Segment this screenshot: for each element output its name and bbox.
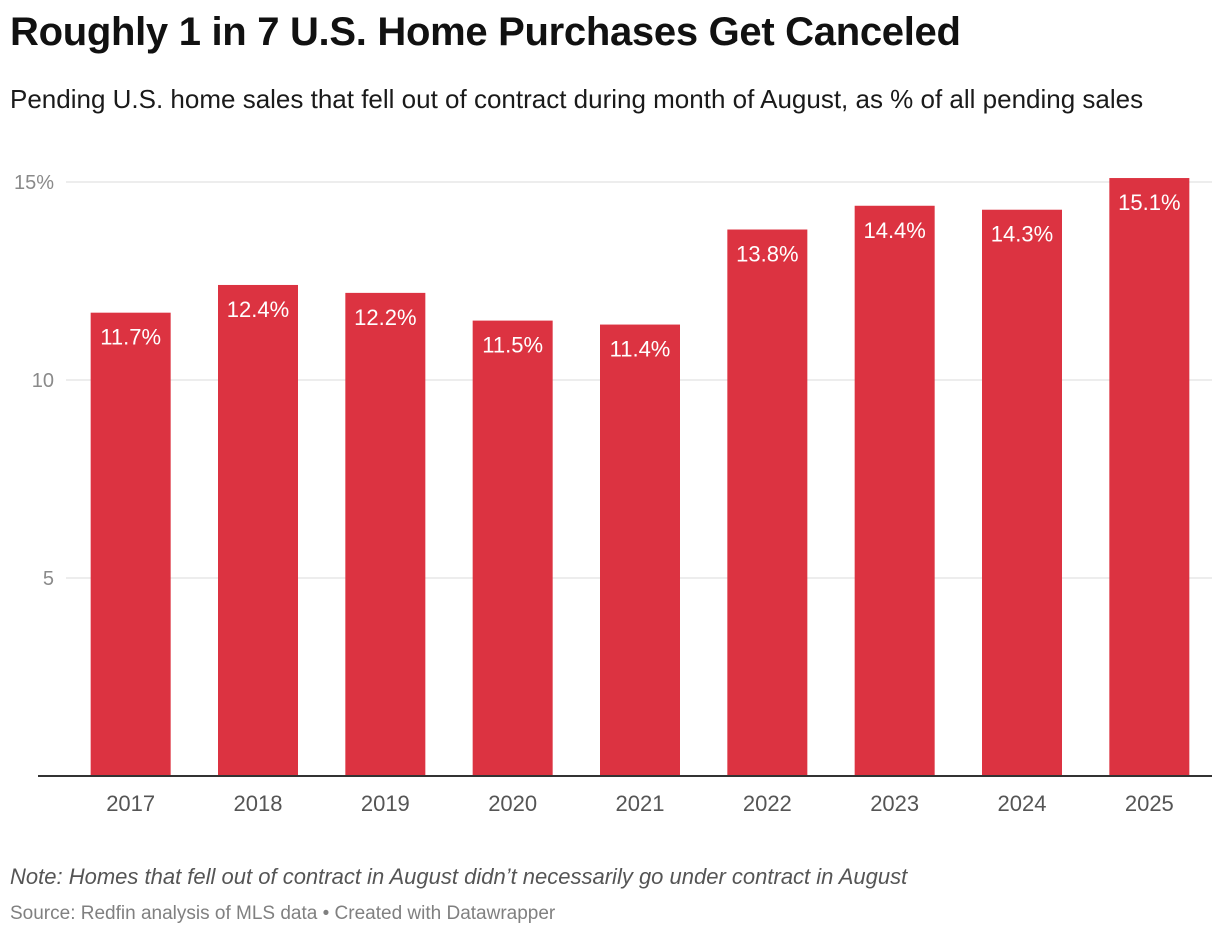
- x-tick-label: 2023: [870, 791, 919, 816]
- data-label: 14.4%: [863, 218, 925, 243]
- x-tick-label: 2019: [361, 791, 410, 816]
- bar: [345, 292, 426, 776]
- bar: [218, 284, 298, 776]
- y-tick-label: 10: [32, 370, 54, 392]
- data-label: 12.4%: [227, 297, 289, 322]
- bar: [727, 229, 808, 776]
- data-label: 11.7%: [100, 325, 161, 350]
- y-tick-label: 5: [43, 568, 54, 590]
- data-label: 13.8%: [736, 242, 798, 267]
- x-tick-label: 2022: [743, 791, 792, 816]
- bar: [1109, 178, 1190, 776]
- data-label: 11.5%: [482, 333, 543, 358]
- data-label: 11.4%: [610, 337, 671, 362]
- bar: [472, 320, 553, 776]
- x-tick-label: 2017: [106, 791, 155, 816]
- bar: [982, 209, 1062, 777]
- chart-subtitle: Pending U.S. home sales that fell out of…: [10, 84, 1144, 114]
- chart-note: Note: Homes that fell out of contract in…: [10, 864, 908, 889]
- chart-title: Roughly 1 in 7 U.S. Home Purchases Get C…: [10, 10, 961, 54]
- x-tick-label: 2025: [1125, 791, 1174, 816]
- bar: [600, 324, 680, 776]
- x-tick-label: 2024: [998, 791, 1047, 816]
- data-label: 14.3%: [991, 222, 1053, 247]
- data-label: 12.2%: [354, 305, 416, 330]
- data-label: 15.1%: [1118, 190, 1180, 215]
- bar-chart: 5 10 15% 11.7% 2017 12.4% 2018 12.2% 2019 11.5% 20…: [14, 172, 1212, 816]
- bar: [854, 205, 935, 776]
- x-tick-label: 2018: [234, 791, 283, 816]
- bar: [90, 312, 171, 776]
- x-tick-label: 2021: [616, 791, 665, 816]
- x-tick-label: 2020: [488, 791, 537, 816]
- y-tick-label: 15%: [14, 172, 54, 194]
- chart-source: Source: Redfin analysis of MLS data • Cr…: [10, 903, 556, 924]
